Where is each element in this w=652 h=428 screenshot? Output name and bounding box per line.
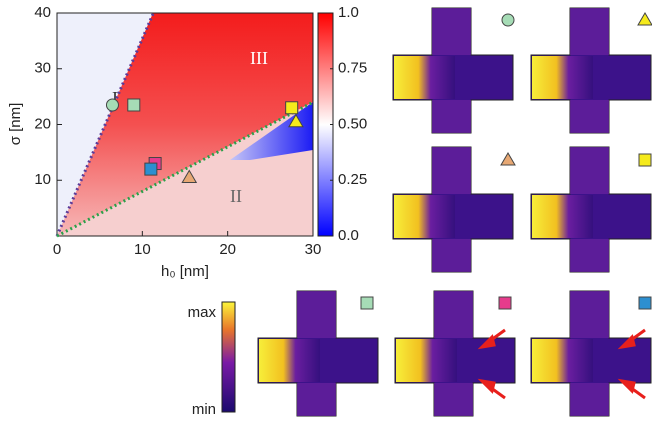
y-tick-label: 20 — [34, 115, 51, 132]
x-tick-label: 0 — [53, 241, 61, 258]
figure: I II III h₀ [nm] σ [nm] max min 01020301… — [0, 0, 652, 423]
region-label: III — [250, 48, 268, 68]
panel-marker — [499, 297, 511, 309]
marker — [286, 102, 298, 114]
colorbar-label: max — [188, 304, 217, 321]
panel-marker — [639, 154, 651, 166]
panel-marker — [638, 13, 652, 25]
field-panels — [258, 8, 651, 416]
x-tick-label: 10 — [134, 241, 151, 258]
panel-marker — [502, 14, 514, 26]
marker — [145, 163, 157, 175]
colorbar-label: min — [192, 401, 216, 418]
y-axis-label: σ [nm] — [7, 103, 24, 146]
panel-marker — [361, 297, 373, 309]
y-tick-label: 30 — [34, 60, 51, 77]
y-tick-label: 40 — [34, 4, 51, 21]
panel-marker — [639, 297, 651, 309]
x-axis-label: h₀ [nm] — [161, 263, 209, 280]
panel-marker — [501, 153, 515, 165]
region-label: II — [230, 186, 242, 206]
marker — [128, 99, 140, 111]
field-colorbar — [222, 302, 235, 412]
colorbar-tick-label: 0.50 — [338, 115, 367, 132]
x-tick-label: 20 — [219, 241, 236, 258]
heatmap — [57, 13, 313, 236]
x-tick-label: 30 — [305, 241, 322, 258]
colorbar-tick-label: 1.0 — [338, 4, 359, 21]
colorbar-tick-label: 0.25 — [338, 171, 367, 188]
colorbar-tick-label: 0.0 — [338, 227, 359, 244]
marker — [106, 99, 118, 111]
y-tick-label: 10 — [34, 171, 51, 188]
colorbar-tick-label: 0.75 — [338, 60, 367, 77]
